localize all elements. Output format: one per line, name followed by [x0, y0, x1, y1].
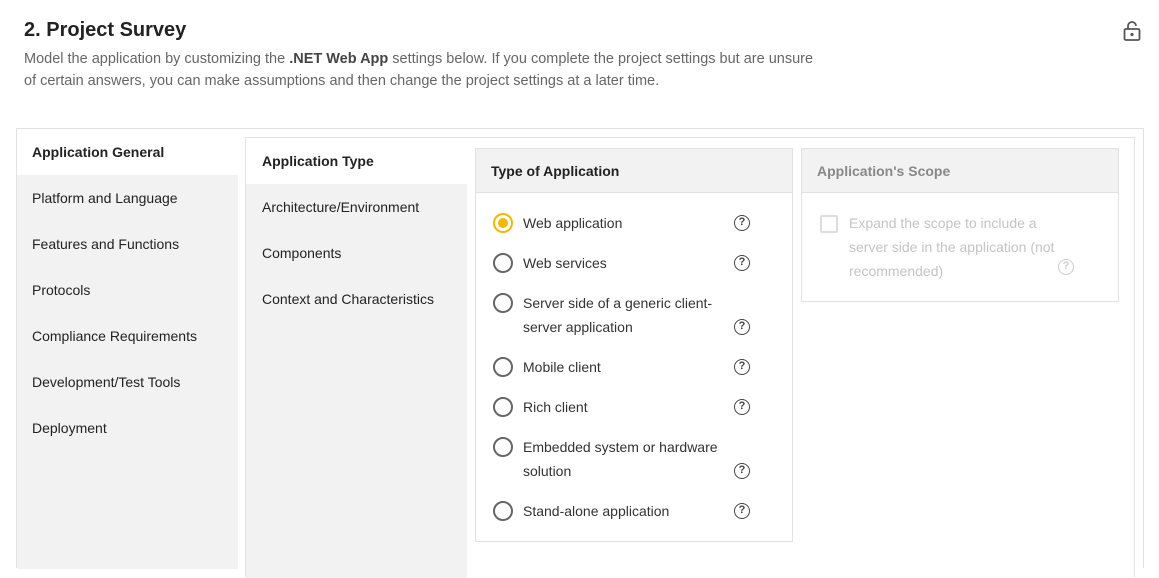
- help-icon[interactable]: ?: [1058, 259, 1074, 275]
- application-type-option[interactable]: Stand-alone application?: [476, 499, 792, 523]
- application-scope-panel: Application's Scope Expand the scope to …: [801, 148, 1119, 302]
- application-type-option[interactable]: Web services?: [476, 251, 792, 275]
- type-of-application-panel: Type of Application Web application? Web …: [475, 148, 793, 542]
- section-nav: Application General Platform and Language…: [17, 129, 238, 569]
- help-icon[interactable]: ?: [734, 399, 750, 415]
- nav-item-protocols[interactable]: Protocols: [32, 282, 91, 298]
- nav-item-application-general[interactable]: Application General: [17, 129, 238, 175]
- help-icon[interactable]: ?: [734, 319, 750, 335]
- expand-scope-label: Expand the scope to include a server sid…: [849, 215, 1055, 279]
- option-label: Mobile client: [523, 359, 601, 375]
- nav-item-context-and-characteristics[interactable]: Context and Characteristics: [262, 291, 434, 307]
- option-label: Web application: [523, 215, 623, 231]
- help-icon[interactable]: ?: [734, 215, 750, 231]
- application-type-option[interactable]: Rich client?: [476, 395, 792, 419]
- lock-icon[interactable]: [1122, 20, 1142, 42]
- radio-button[interactable]: [493, 293, 513, 313]
- expand-scope-checkbox[interactable]: [820, 215, 838, 233]
- subsection-nav: Application Type Architecture/Environment…: [246, 138, 467, 578]
- option-label: Web services: [523, 255, 607, 271]
- radio-button[interactable]: [493, 357, 513, 377]
- help-icon[interactable]: ?: [734, 255, 750, 271]
- desc-text: Model the application by customizing the: [24, 51, 290, 67]
- option-label: Rich client: [523, 399, 588, 415]
- page-description: Model the application by customizing the…: [24, 48, 814, 92]
- application-type-option[interactable]: Web application?: [476, 211, 792, 235]
- panel-title: Type of Application: [476, 149, 792, 193]
- survey-container: Application General Platform and Language…: [16, 128, 1144, 578]
- radio-button[interactable]: [493, 501, 513, 521]
- help-icon[interactable]: ?: [734, 503, 750, 519]
- app-name: .NET Web App: [289, 51, 389, 67]
- application-type-option[interactable]: Embedded system or hardware solution?: [476, 435, 792, 483]
- option-label: Server side of a generic client-server a…: [523, 295, 713, 335]
- nav-item-compliance-requirements[interactable]: Compliance Requirements: [32, 328, 197, 344]
- nav-item-deployment[interactable]: Deployment: [32, 420, 107, 436]
- nav-item-features-and-functions[interactable]: Features and Functions: [32, 236, 180, 252]
- radio-button[interactable]: [493, 213, 513, 233]
- radio-button[interactable]: [493, 253, 513, 273]
- nav-item-components[interactable]: Components: [262, 245, 342, 261]
- expand-scope-option[interactable]: Expand the scope to include a server sid…: [802, 193, 1118, 283]
- radio-button[interactable]: [493, 397, 513, 417]
- panel-title: Application's Scope: [802, 149, 1118, 193]
- option-label: Stand-alone application: [523, 503, 670, 519]
- nav-item-architecture-environment[interactable]: Architecture/Environment: [262, 199, 420, 215]
- application-type-option[interactable]: Mobile client?: [476, 355, 792, 379]
- desc-text: settings below. If you complete the proj…: [24, 51, 814, 89]
- radio-button[interactable]: [493, 437, 513, 457]
- option-label: Embedded system or hardware solution: [523, 439, 718, 479]
- nav-item-platform-and-language[interactable]: Platform and Language: [32, 190, 178, 206]
- help-icon[interactable]: ?: [734, 359, 750, 375]
- help-icon[interactable]: ?: [734, 463, 750, 479]
- nav-item-development-test-tools[interactable]: Development/Test Tools: [32, 374, 181, 390]
- application-type-option[interactable]: Server side of a generic client-server a…: [476, 291, 792, 339]
- nav-item-application-type[interactable]: Application Type: [246, 138, 467, 184]
- page-title: 2. Project Survey: [24, 19, 187, 41]
- section-content: Application Type Architecture/Environment…: [245, 137, 1135, 578]
